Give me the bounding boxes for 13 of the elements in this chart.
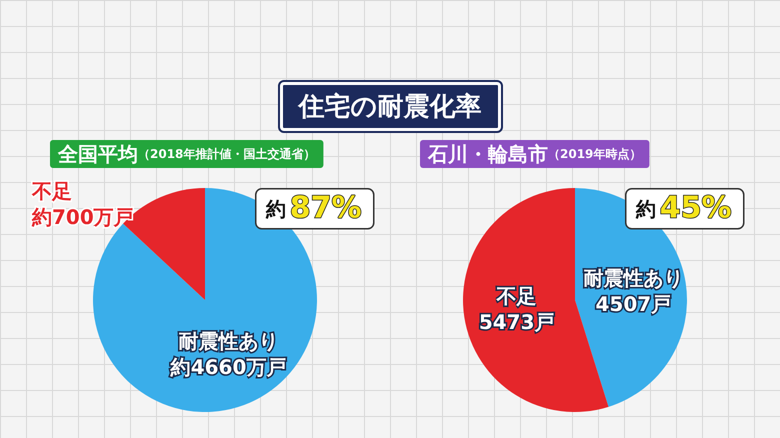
slice-label: 不足	[496, 284, 537, 308]
data-label: 5473戸	[478, 310, 555, 334]
slice-label: 耐震性あり	[583, 266, 684, 290]
chart-subtitle: 全国平均	[57, 142, 138, 166]
text: （2019年時点）	[548, 147, 642, 161]
text: （2018年推計値・国土交通省）	[138, 147, 316, 161]
data-label: 4507戸	[595, 292, 672, 316]
data-label: 約4660万戸	[170, 355, 286, 380]
data-label: 約700万戸	[31, 205, 134, 229]
text: 住宅の耐震化率	[280, 82, 500, 131]
slice-label: 耐震性あり	[178, 329, 279, 354]
chart-subtitle: 石川・輪島市	[427, 142, 548, 166]
slice-label: 不足	[31, 179, 72, 203]
